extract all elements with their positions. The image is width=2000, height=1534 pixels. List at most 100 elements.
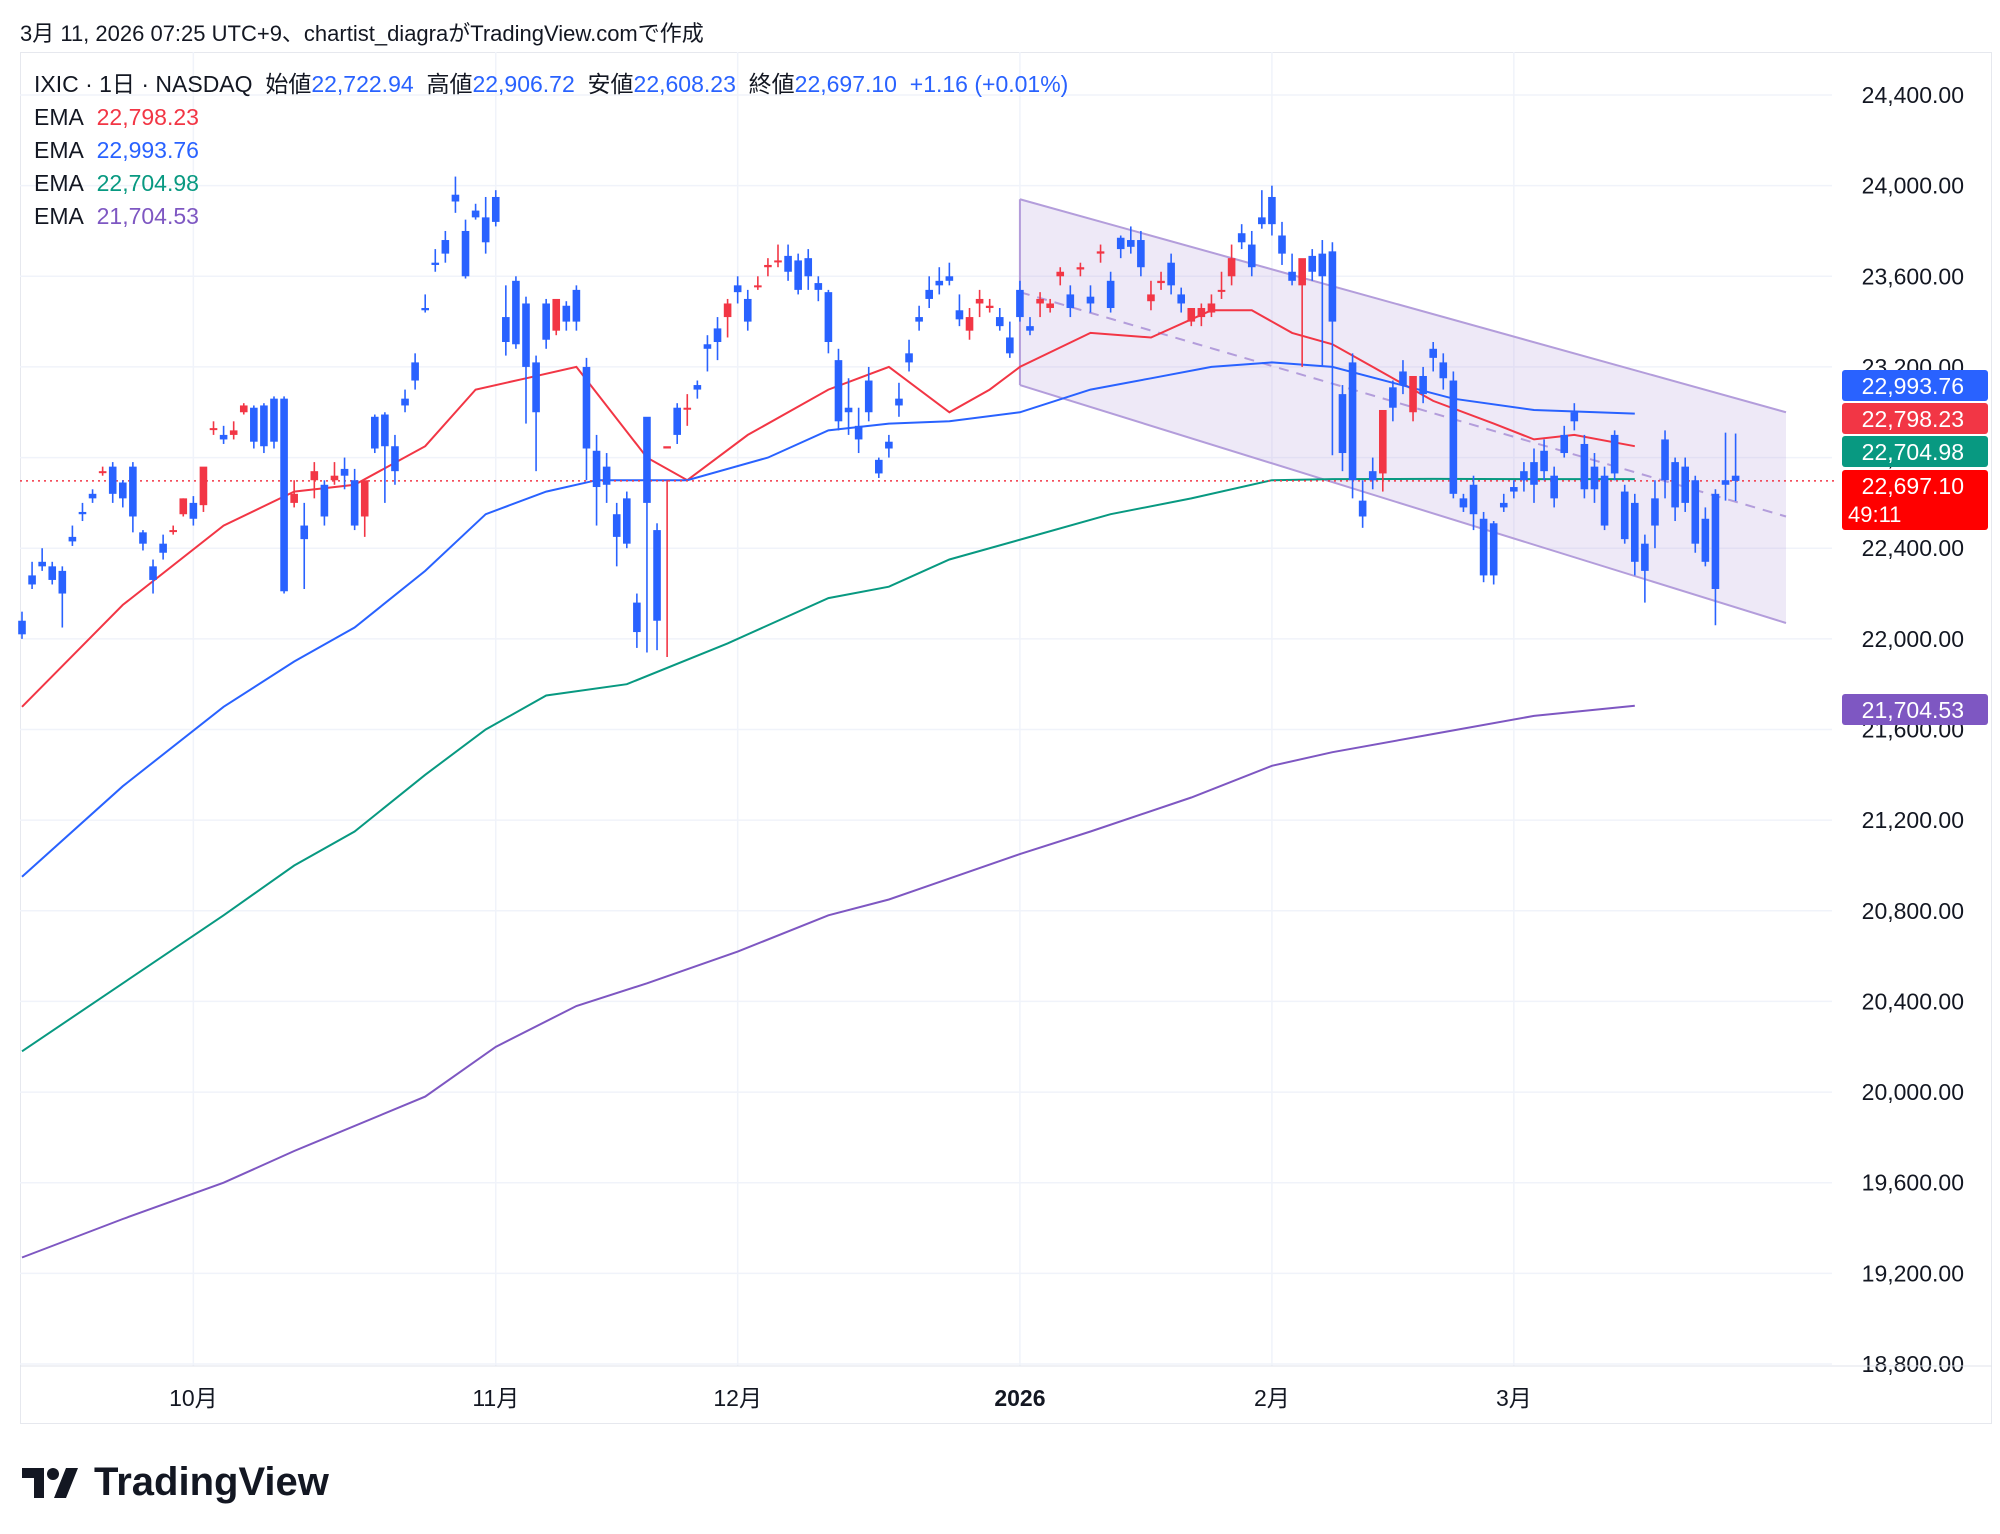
candle-body: [733, 285, 742, 293]
candle-body: [1560, 434, 1569, 454]
price-badge-label: 22,704.98: [1862, 439, 1964, 465]
candle-body: [381, 414, 389, 447]
candle-body: [1620, 491, 1629, 540]
candle-body: [68, 536, 77, 542]
price-badge-label: 22,697.10: [1862, 473, 1964, 499]
candle-body: [1227, 258, 1236, 277]
candle-body: [391, 446, 399, 472]
candle-body: [1651, 498, 1659, 526]
y-tick-label: 19,600.00: [1862, 1170, 1964, 1196]
candle-body: [159, 543, 167, 553]
candle-body: [1590, 466, 1599, 490]
candle-body: [1096, 251, 1105, 254]
tradingview-logo-icon: [22, 1467, 78, 1498]
candle-body: [522, 303, 530, 367]
close-value: 22,697.10: [794, 71, 897, 97]
close-label: 終値: [748, 71, 795, 97]
price-badge: [1842, 370, 1988, 401]
candle-body: [1409, 375, 1417, 413]
legend-ema-4: EMA 21,704.53: [34, 200, 1068, 233]
y-tick-label: 23,600.00: [1862, 263, 1964, 289]
candle-body: [824, 292, 833, 343]
candle-body: [139, 532, 147, 544]
candle-body: [48, 566, 57, 580]
candle-body: [1046, 303, 1054, 309]
candle-body: [411, 362, 419, 381]
channel-fill: [1019, 199, 1786, 623]
y-tick-label: 22,400.00: [1862, 535, 1964, 561]
candle-body: [1056, 271, 1065, 277]
price-badge: [1842, 470, 1988, 530]
candle-body: [1631, 502, 1639, 562]
candle-body: [1479, 518, 1488, 576]
candle-body: [1499, 502, 1508, 508]
candle-body: [945, 276, 954, 281]
x-tick-label: 11月: [472, 1385, 519, 1411]
tradingview-logo[interactable]: TradingView: [22, 1460, 329, 1505]
candle-body: [250, 407, 258, 442]
candle-body: [1348, 362, 1357, 481]
candle-body: [209, 428, 218, 431]
candle-body: [441, 240, 450, 254]
candle-body: [542, 303, 550, 340]
candle-body: [350, 480, 359, 526]
price-badge: [1842, 694, 1988, 725]
ema-3-value: 22,704.98: [96, 170, 199, 196]
candle-body: [1066, 294, 1075, 309]
legend-ohlc-row: IXIC · 1日 · NASDAQ 始値22,722.94 高値22,906.…: [34, 68, 1068, 101]
candle-body: [1368, 471, 1377, 481]
price-badges: 22,993.76 22,798.23 22,704.98 22,697.10 49:1…: [1842, 370, 1988, 725]
candle-body: [562, 305, 571, 322]
candle-body: [179, 498, 188, 515]
candle-body: [1318, 253, 1327, 277]
tradingview-brand-text: TradingView: [94, 1460, 329, 1504]
candle-body: [108, 466, 117, 494]
candle-body: [1147, 294, 1155, 302]
candle-body: [1429, 348, 1437, 358]
candle-body: [1217, 289, 1226, 292]
candle-body: [703, 344, 712, 349]
candle-body: [895, 398, 903, 406]
candle-body: [754, 285, 762, 288]
candle-body: [673, 407, 681, 435]
candle-body: [461, 230, 470, 277]
candle-body: [1681, 466, 1689, 503]
candle-body: [653, 530, 661, 621]
candle-body: [532, 362, 540, 413]
time-axis: 10月 11月 12月 2026 2月 3月: [20, 1365, 1992, 1411]
candle-body: [1520, 471, 1528, 481]
candle-body: [1389, 387, 1397, 408]
ema-label: EMA: [34, 203, 84, 229]
candle-body: [1721, 480, 1730, 485]
candle-body: [1510, 487, 1518, 492]
candle-body: [1288, 271, 1296, 281]
candle-body: [844, 407, 853, 413]
legend-ema-3: EMA 22,704.98: [34, 167, 1068, 200]
ema-lines: [20, 309, 1836, 1259]
candle-body: [955, 310, 964, 320]
candle-body: [965, 317, 974, 331]
candle-body: [1016, 289, 1024, 318]
candle-body: [834, 360, 843, 422]
candle-body: [995, 317, 1004, 327]
candle-body: [371, 416, 379, 449]
candle-body: [401, 398, 409, 406]
candle-body: [58, 570, 67, 594]
candle-body: [1106, 280, 1115, 309]
candle-body: [219, 434, 228, 440]
candle-body: [1731, 475, 1740, 481]
candle-body: [864, 380, 873, 413]
candle-body: [1489, 523, 1498, 576]
ema-label: EMA: [34, 137, 84, 163]
candle-body: [169, 530, 177, 533]
x-tick-label: 2026: [994, 1385, 1045, 1411]
x-tick-label: 10月: [169, 1385, 218, 1411]
candle-body: [280, 398, 288, 592]
candle-body: [915, 317, 923, 322]
candle-body: [88, 493, 97, 499]
regression-channel: [1018, 198, 1787, 624]
candle-body: [78, 511, 87, 515]
candle-body: [1247, 244, 1256, 268]
candle-body: [713, 328, 722, 343]
